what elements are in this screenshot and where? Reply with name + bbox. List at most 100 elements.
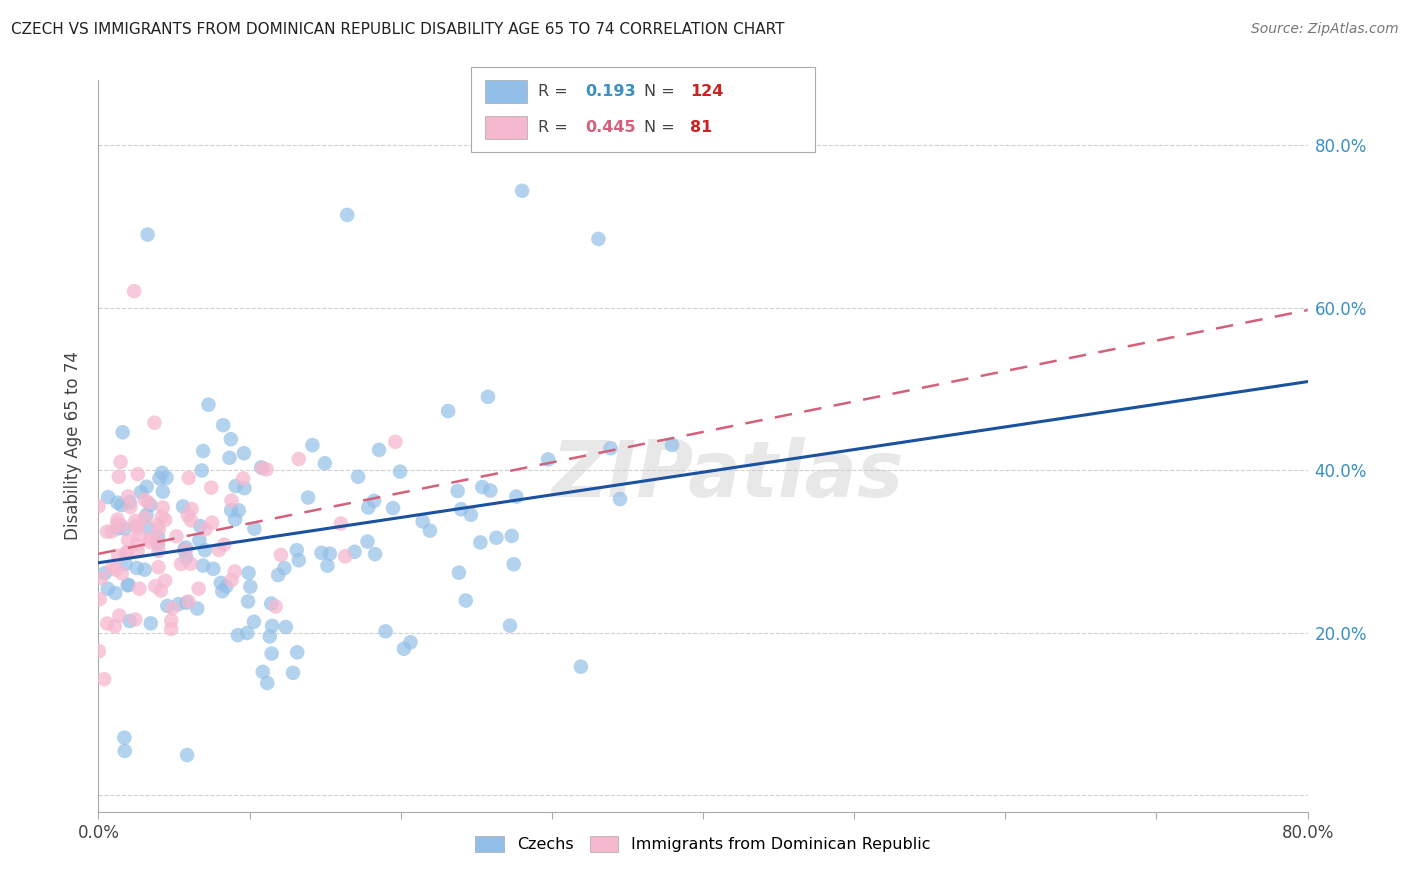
Point (389, 465, 412, 479)
Point (267, 568, 290, 582)
Point (89, 591, 111, 606)
Point (319, 547, 342, 561)
Point (117, 578, 139, 592)
Point (501, 529, 523, 543)
Point (233, 481, 256, 495)
Legend: Czechs, Immigrants from Dominican Republic: Czechs, Immigrants from Dominican Republ… (470, 830, 936, 859)
Point (197, 398, 219, 412)
Point (238, 566, 260, 580)
Point (661, 438, 683, 452)
Point (143, 579, 166, 593)
Point (364, 547, 387, 561)
Point (177, 594, 200, 608)
Point (357, 500, 380, 515)
Point (139, 616, 162, 631)
Point (96, 616, 118, 631)
Point (502, 558, 524, 572)
Point (226, 628, 249, 642)
Point (336, 208, 359, 222)
Point (177, 508, 200, 523)
Point (219, 432, 242, 446)
Point (146, 517, 169, 532)
Point (107, 495, 129, 509)
Point (188, 519, 211, 533)
Point (114, 557, 136, 571)
Point (347, 469, 370, 483)
Point (471, 480, 494, 494)
Point (114, 522, 136, 536)
Point (96, 524, 118, 539)
Point (138, 535, 160, 549)
Point (120, 500, 142, 514)
Point (94, 566, 117, 581)
Point (285, 645, 308, 659)
Point (186, 601, 208, 615)
Point (136, 520, 159, 534)
Point (146, 535, 169, 549)
Point (134, 563, 156, 577)
Point (107, 549, 129, 563)
Point (200, 481, 222, 495)
Point (122, 284, 145, 298)
Point (188, 533, 211, 548)
Point (148, 471, 170, 485)
Point (208, 543, 231, 558)
Point (138, 496, 160, 510)
Point (117, 578, 139, 592)
Point (127, 467, 149, 481)
Point (384, 434, 406, 449)
Point (224, 565, 246, 579)
Point (212, 418, 235, 433)
Point (191, 444, 214, 458)
Point (382, 501, 405, 516)
Text: 81: 81 (690, 120, 713, 135)
Text: CZECH VS IMMIGRANTS FROM DOMINICAN REPUBLIC DISABILITY AGE 65 TO 74 CORRELATION : CZECH VS IMMIGRANTS FROM DOMINICAN REPUB… (11, 22, 785, 37)
Point (136, 227, 159, 242)
Point (165, 529, 187, 543)
Point (128, 528, 150, 542)
Point (177, 471, 200, 485)
Point (273, 561, 295, 575)
Text: 124: 124 (690, 85, 724, 99)
Point (260, 597, 283, 611)
Point (150, 509, 173, 524)
Point (274, 620, 297, 634)
Point (176, 596, 198, 610)
Point (256, 676, 278, 690)
Point (250, 460, 273, 475)
Point (333, 549, 356, 564)
Point (228, 503, 250, 517)
Point (499, 618, 522, 632)
Point (287, 553, 309, 567)
Text: R =: R = (538, 120, 568, 135)
Point (112, 731, 135, 745)
Point (87, 644, 110, 658)
Point (194, 543, 217, 558)
Point (212, 538, 235, 552)
Point (569, 659, 592, 673)
Point (134, 492, 156, 507)
Point (107, 512, 129, 526)
Point (118, 495, 141, 509)
Point (111, 519, 134, 533)
Point (209, 575, 232, 590)
Point (225, 479, 247, 493)
Point (363, 494, 385, 508)
Point (437, 404, 460, 418)
Point (146, 537, 169, 551)
Point (176, 747, 198, 762)
Point (143, 416, 166, 430)
Text: N =: N = (644, 120, 675, 135)
Point (180, 513, 202, 527)
Point (124, 612, 146, 626)
Point (148, 523, 170, 537)
Point (239, 580, 262, 594)
Point (104, 563, 127, 577)
Point (447, 566, 470, 580)
Point (187, 582, 209, 596)
Point (219, 503, 242, 517)
Point (236, 626, 259, 640)
Point (174, 541, 197, 555)
Point (215, 579, 238, 593)
Point (104, 619, 127, 633)
